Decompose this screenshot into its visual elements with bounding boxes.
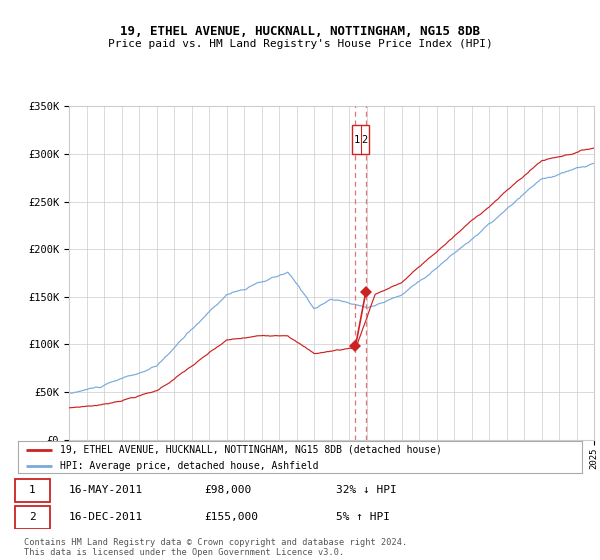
- Text: Price paid vs. HM Land Registry's House Price Index (HPI): Price paid vs. HM Land Registry's House …: [107, 39, 493, 49]
- Text: 32% ↓ HPI: 32% ↓ HPI: [336, 486, 397, 496]
- Bar: [352, 125, 369, 154]
- Text: 1: 1: [29, 486, 36, 496]
- Text: Contains HM Land Registry data © Crown copyright and database right 2024.
This d: Contains HM Land Registry data © Crown c…: [24, 538, 407, 557]
- Text: 2: 2: [362, 135, 368, 144]
- Text: £155,000: £155,000: [204, 512, 258, 522]
- FancyBboxPatch shape: [15, 479, 50, 502]
- Text: £98,000: £98,000: [204, 486, 251, 496]
- FancyBboxPatch shape: [15, 506, 50, 529]
- Text: 19, ETHEL AVENUE, HUCKNALL, NOTTINGHAM, NG15 8DB: 19, ETHEL AVENUE, HUCKNALL, NOTTINGHAM, …: [120, 25, 480, 38]
- Text: 16-DEC-2011: 16-DEC-2011: [69, 512, 143, 522]
- Text: 1: 1: [353, 135, 359, 144]
- Text: 19, ETHEL AVENUE, HUCKNALL, NOTTINGHAM, NG15 8DB (detached house): 19, ETHEL AVENUE, HUCKNALL, NOTTINGHAM, …: [60, 445, 442, 455]
- Text: 5% ↑ HPI: 5% ↑ HPI: [336, 512, 390, 522]
- Text: HPI: Average price, detached house, Ashfield: HPI: Average price, detached house, Ashf…: [60, 461, 319, 471]
- Text: 16-MAY-2011: 16-MAY-2011: [69, 486, 143, 496]
- Text: 2: 2: [29, 512, 36, 522]
